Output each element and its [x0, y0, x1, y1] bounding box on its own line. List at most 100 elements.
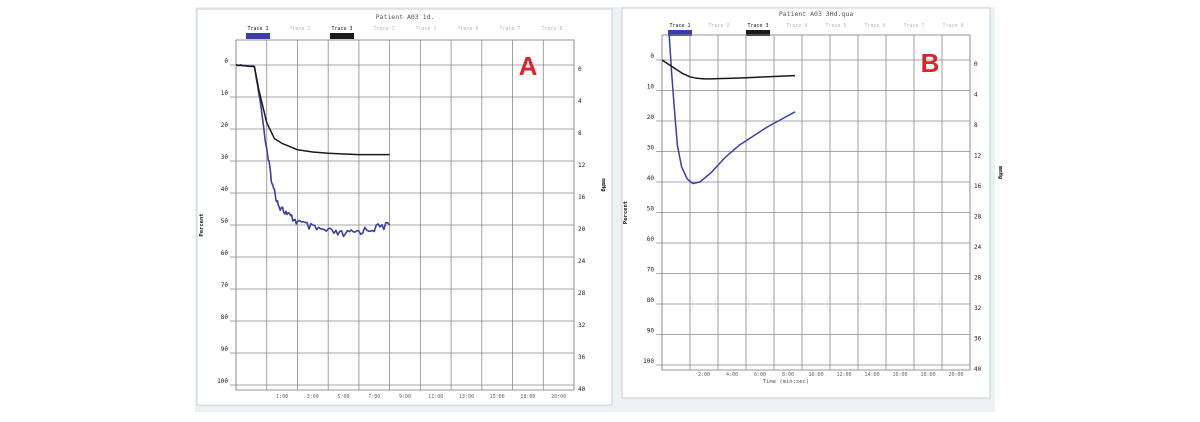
x-tick-label: 18:00	[920, 372, 935, 378]
chart-title: Patient A03 1d.	[376, 13, 435, 21]
y-tick-label-right: 0	[578, 66, 582, 73]
y-tick-label-right: 20	[974, 214, 982, 221]
x-tick-label: 18:00	[520, 394, 535, 400]
legend-label: Trace 3	[747, 23, 768, 29]
x-tick-label: 10:00	[808, 372, 823, 378]
panel-frame	[621, 7, 991, 399]
legend-label: Trace 7	[373, 26, 394, 32]
plot-border	[235, 39, 575, 391]
legend-label: Trace 2	[289, 26, 310, 32]
y-tick-label-left: 20	[647, 114, 655, 121]
y-tick-label-right: 40	[974, 366, 982, 373]
y-tick-label-right: 32	[578, 322, 586, 329]
y-tick-label-left: 80	[647, 297, 655, 304]
x-tick-label: 1:00	[276, 394, 288, 400]
y-tick-label-left: 70	[647, 267, 655, 274]
legend-label: Trace 2	[708, 23, 729, 29]
x-tick-label: 7:00	[368, 394, 380, 400]
y-tick-label-right: 16	[578, 194, 586, 201]
legend-label: Trace 6	[457, 26, 478, 32]
y-tick-label-left: 60	[647, 236, 655, 243]
legend-swatch	[746, 30, 770, 36]
y-tick-label-left: 10	[221, 90, 229, 97]
x-tick-label: 8:00	[782, 372, 794, 378]
y-tick-label-left: 80	[221, 314, 229, 321]
legend-label: Trace 7	[499, 26, 520, 32]
y-tick-label-left: 100	[643, 358, 654, 365]
x-tick-label: 15:00	[490, 394, 505, 400]
y-tick-label-right: 36	[578, 354, 586, 361]
y-tick-label-left: 40	[221, 186, 229, 193]
plot-border	[661, 34, 971, 371]
x-tick-label: 4:00	[726, 372, 738, 378]
legend-swatch	[668, 30, 692, 36]
y-tick-label-right: 4	[974, 92, 978, 99]
legend-label: Trace 4	[786, 23, 807, 29]
panel-b-chart: Patient A03 3Hd.qua Trace 1 Trace 2 Trace 3…	[621, 7, 1003, 399]
x-tick-label: 12:00	[836, 372, 851, 378]
y-tick-label-right: 32	[974, 305, 982, 312]
y-tick-label-right: 40	[578, 386, 586, 393]
y-tick-label-right: 0	[974, 61, 978, 68]
series-line-2	[235, 64, 390, 156]
x-tick-label: 20:00	[948, 372, 963, 378]
series-line-1	[668, 32, 796, 185]
y-tick-label-right: 8	[974, 122, 978, 129]
y-tick-label-left: 10	[647, 84, 655, 91]
y-tick-label-left: 100	[217, 378, 228, 385]
y-tick-label-left: 90	[647, 328, 655, 335]
x-tick-label: 5:00	[338, 394, 350, 400]
legend-label: Trace 3	[331, 26, 352, 32]
legend-label: Trace 5	[825, 23, 846, 29]
y-axis-title-left: Percent	[623, 201, 629, 224]
legend-label: Trace 8	[942, 23, 963, 29]
y-tick-label-right: 4	[578, 98, 582, 105]
series-line-2	[661, 59, 796, 80]
y-axis-title-right: mmHg	[600, 178, 606, 191]
legend-label: Trace 6	[864, 23, 885, 29]
legend-label: Trace 1	[669, 23, 690, 29]
legend-swatch	[330, 33, 354, 39]
x-tick-label: 13:00	[459, 394, 474, 400]
y-tick-label-left: 0	[224, 58, 228, 65]
y-tick-label-left: 30	[647, 145, 655, 152]
x-axis-title: Time (min:sec)	[763, 379, 809, 385]
x-tick-label: 3:00	[307, 394, 319, 400]
y-tick-label-right: 36	[974, 336, 982, 343]
chart-title: Patient A03 3Hd.qua	[779, 10, 853, 18]
y-tick-label-left: 0	[650, 53, 654, 60]
panel-letter: A	[519, 51, 538, 81]
x-tick-label: 14:00	[864, 372, 879, 378]
y-tick-label-right: 12	[974, 153, 982, 160]
x-tick-label: 9:00	[399, 394, 411, 400]
legend-swatch	[246, 33, 270, 39]
x-tick-label: 20:00	[551, 394, 566, 400]
panel-frame	[196, 8, 613, 406]
y-axis-title-right: mmHg	[997, 166, 1003, 179]
y-tick-label-left: 40	[647, 175, 655, 182]
y-tick-label-right: 20	[578, 226, 586, 233]
y-axis-title-left: Percent	[199, 213, 205, 236]
x-tick-label: 16:00	[892, 372, 907, 378]
y-tick-label-right: 16	[974, 183, 982, 190]
series-line-1	[235, 63, 391, 238]
y-tick-label-left: 90	[221, 346, 229, 353]
y-tick-label-left: 20	[221, 122, 229, 129]
y-tick-label-right: 8	[578, 130, 582, 137]
panel-letter: B	[921, 48, 940, 78]
panel-a-chart: Patient A03 1d. Trace 1 Trace 2 Trace 3 Trac…	[196, 8, 613, 406]
x-tick-label: 6:00	[754, 372, 766, 378]
y-tick-label-right: 28	[974, 275, 982, 282]
legend-label: Trace 5	[415, 26, 436, 32]
y-tick-label-right: 12	[578, 162, 586, 169]
legend-label: Trace 1	[247, 26, 268, 32]
y-tick-label-left: 50	[647, 206, 655, 213]
y-tick-label-left: 60	[221, 250, 229, 257]
x-tick-label: 2:00	[698, 372, 710, 378]
y-tick-label-left: 30	[221, 154, 229, 161]
y-tick-label-left: 50	[221, 218, 229, 225]
legend-label: Trace 8	[541, 26, 562, 32]
y-tick-label-right: 28	[578, 290, 586, 297]
